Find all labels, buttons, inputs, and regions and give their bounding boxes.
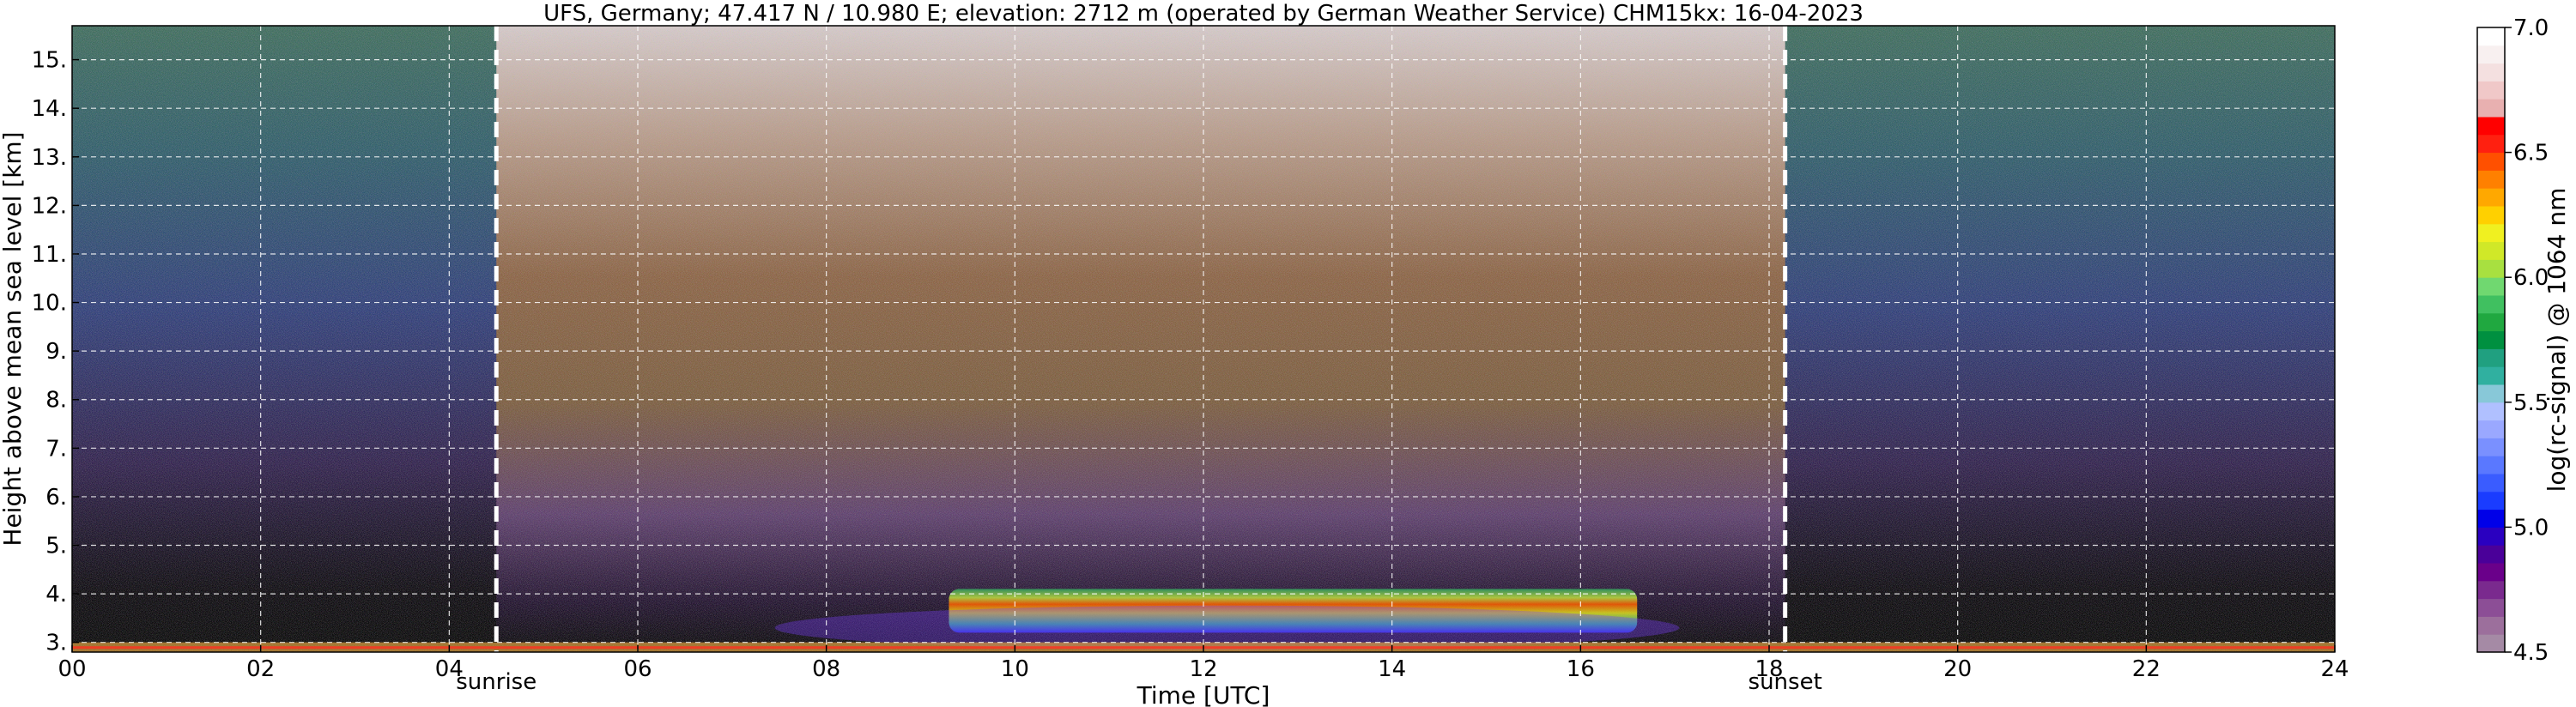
colorbar-swatch bbox=[2477, 634, 2505, 653]
colorbar-tick-label: 6.5 bbox=[2513, 141, 2549, 166]
colorbar-swatch bbox=[2477, 366, 2505, 385]
colorbar-swatch bbox=[2477, 81, 2505, 100]
x-tick-label: 04 bbox=[435, 656, 464, 682]
colorbar-tick-label: 6.0 bbox=[2513, 265, 2549, 291]
colorbar-swatch bbox=[2477, 241, 2505, 260]
colorbar-swatch bbox=[2477, 348, 2505, 367]
colorbar-swatch bbox=[2477, 99, 2505, 118]
x-tick-label: 20 bbox=[1943, 656, 1972, 682]
x-tick-label: 16 bbox=[1567, 656, 1595, 682]
annotation-labels: sunrise sunset bbox=[456, 669, 1822, 695]
colorbar-swatch bbox=[2477, 45, 2505, 64]
y-tick-label: 8. bbox=[45, 388, 67, 414]
y-tick-label: 5. bbox=[45, 534, 67, 559]
x-tick-label: 10 bbox=[1001, 656, 1029, 682]
y-tick-label: 15. bbox=[32, 48, 67, 74]
annotation-lines bbox=[494, 26, 1788, 652]
colorbar-swatch bbox=[2477, 277, 2505, 296]
x-axis-label: Time [UTC] bbox=[1136, 681, 1270, 707]
colorbar-swatch bbox=[2477, 580, 2505, 600]
x-tick-label: 00 bbox=[58, 656, 86, 682]
y-tick-label: 12. bbox=[32, 193, 67, 219]
x-tick-label: 24 bbox=[2320, 656, 2349, 682]
colorbar-frame bbox=[2476, 27, 2506, 653]
y-tick-label: 10. bbox=[32, 291, 67, 317]
boundary-layer-aerosol bbox=[949, 589, 1638, 633]
colorbar-swatch bbox=[2477, 312, 2505, 332]
x-tick-label: 22 bbox=[2132, 656, 2161, 682]
colorbar-swatch bbox=[2477, 295, 2505, 314]
colorbar-swatch bbox=[2477, 188, 2505, 207]
colorbar-swatch bbox=[2477, 152, 2505, 171]
x-tick-label: 12 bbox=[1189, 656, 1217, 682]
grid-lines bbox=[72, 26, 2335, 652]
colorbar-tick-label: 5.0 bbox=[2513, 515, 2549, 541]
colorbar-swatch bbox=[2477, 259, 2505, 278]
colorbar-swatch bbox=[2477, 491, 2505, 511]
colorbar-swatch bbox=[2477, 474, 2505, 492]
y-axis: 3. 4. 5. 6. 7. 8. 9. 10. 11. 12. 13. 14. 15. bbox=[32, 48, 79, 656]
x-tick-label: 08 bbox=[812, 656, 840, 682]
boundary-layer-haze bbox=[774, 605, 1680, 650]
y-tick-label: 9. bbox=[45, 339, 67, 365]
colorbar-swatch bbox=[2477, 117, 2505, 136]
chart-title: UFS, Germany; 47.417 N / 10.980 E; eleva… bbox=[543, 1, 1864, 27]
colorbar-swatch bbox=[2477, 509, 2505, 528]
sunrise-label: sunrise bbox=[456, 669, 536, 695]
colorbar-swatch bbox=[2477, 527, 2505, 546]
colorbar-swatch bbox=[2477, 456, 2505, 474]
colorbar-swatch bbox=[2477, 420, 2505, 438]
colorbar-swatch bbox=[2477, 384, 2505, 403]
colorbar-swatch bbox=[2477, 134, 2505, 154]
x-tick-label: 14 bbox=[1378, 656, 1406, 682]
colorbar-swatch bbox=[2477, 545, 2505, 564]
y-tick-label: 13. bbox=[32, 145, 67, 171]
colorbar-swatch bbox=[2477, 206, 2505, 225]
y-tick-label: 11. bbox=[32, 242, 67, 268]
y-tick-label: 3. bbox=[45, 631, 67, 656]
colorbar-swatch bbox=[2477, 616, 2505, 635]
colorbar-swatch bbox=[2477, 27, 2505, 46]
y-tick-label: 14. bbox=[32, 96, 67, 122]
y-axis-label: Height above mean sea level [km] bbox=[0, 131, 27, 546]
colorbar-swatch bbox=[2477, 598, 2505, 617]
colorbar-tick-label: 4.5 bbox=[2513, 640, 2549, 666]
x-tick-label: 18 bbox=[1755, 656, 1783, 682]
y-tick-label: 6. bbox=[45, 485, 67, 511]
colorbar-swatch bbox=[2477, 330, 2505, 349]
y-tick-label: 7. bbox=[45, 436, 67, 462]
x-tick-label: 06 bbox=[623, 656, 652, 682]
colorbar-tick-label: 5.5 bbox=[2513, 390, 2549, 416]
sunset-label: sunset bbox=[1749, 669, 1822, 695]
y-tick-label: 4. bbox=[45, 582, 67, 607]
colorbar-swatch bbox=[2477, 223, 2505, 243]
colorbar-swatch bbox=[2477, 402, 2505, 421]
colorbar-tick-label: 7.0 bbox=[2513, 15, 2549, 41]
x-axis: 00 02 04 06 08 10 12 14 16 18 20 22 24 bbox=[58, 645, 2349, 682]
colorbar-swatch bbox=[2477, 170, 2505, 189]
colorbar-swatch bbox=[2477, 63, 2505, 82]
colorbar-swatch bbox=[2477, 438, 2505, 456]
colorbar-label: log(rc-signal) @ 1064 nm bbox=[2543, 188, 2571, 492]
colorbar-swatch bbox=[2477, 563, 2505, 582]
x-tick-label: 02 bbox=[246, 656, 275, 682]
colorbar: 4.5 5.0 5.5 6.0 6.5 7.0 bbox=[2476, 15, 2549, 666]
